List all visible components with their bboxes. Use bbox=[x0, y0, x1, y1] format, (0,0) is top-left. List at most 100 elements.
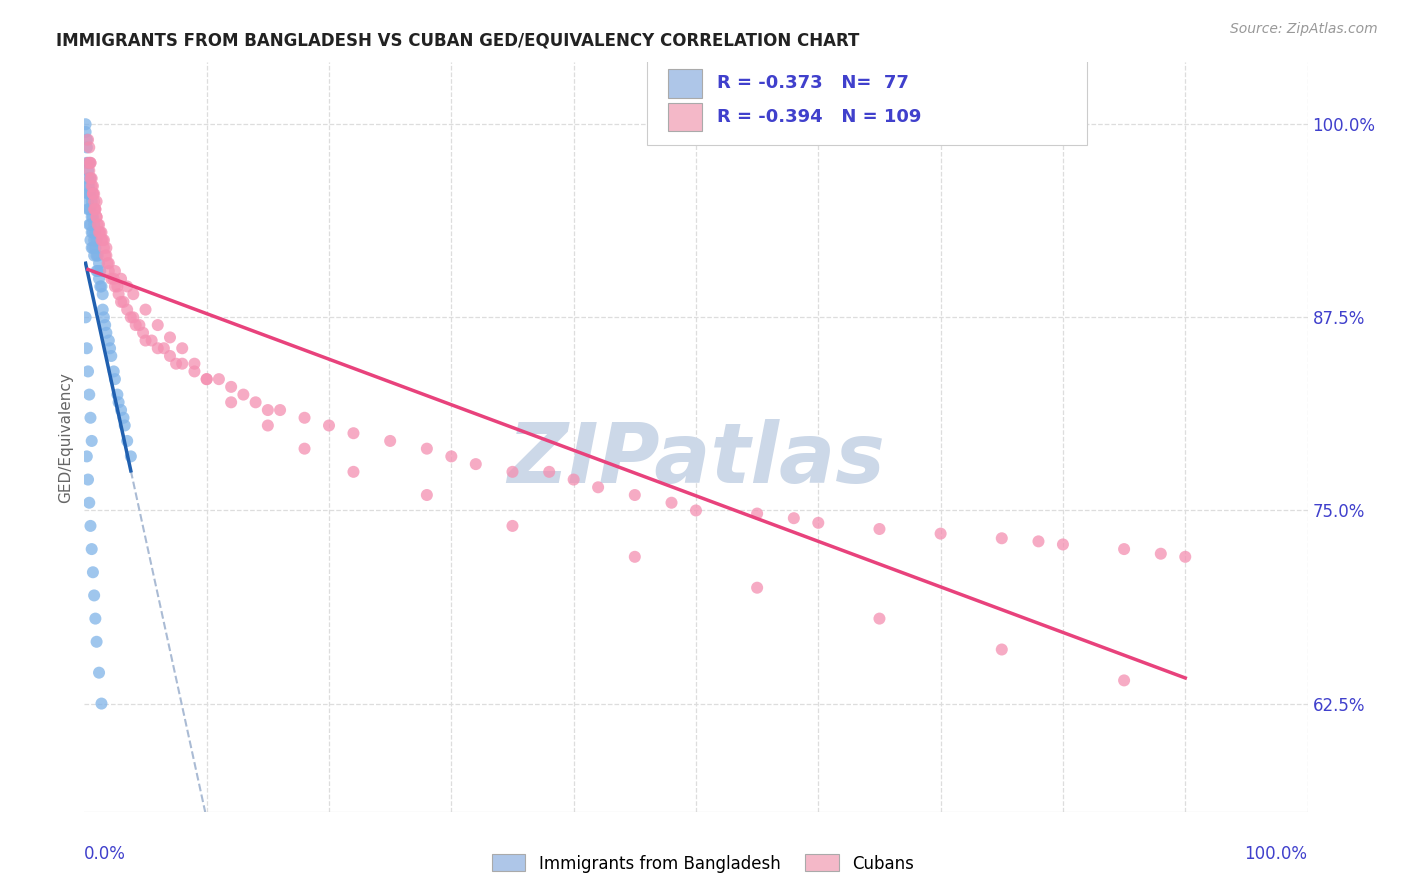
Point bbox=[294, 410, 316, 425]
Point bbox=[562, 473, 585, 487]
Point bbox=[79, 519, 101, 533]
Point bbox=[80, 171, 103, 186]
Point bbox=[84, 202, 107, 217]
Point bbox=[87, 271, 110, 285]
Point bbox=[87, 218, 110, 232]
Point bbox=[257, 403, 280, 417]
Text: R = -0.373   N=  77: R = -0.373 N= 77 bbox=[717, 74, 908, 93]
Point bbox=[122, 287, 145, 301]
Point bbox=[77, 163, 100, 178]
Point bbox=[219, 380, 242, 394]
Point bbox=[77, 496, 100, 510]
Point bbox=[77, 194, 100, 209]
Point bbox=[97, 256, 120, 270]
Legend: Immigrants from Bangladesh, Cubans: Immigrants from Bangladesh, Cubans bbox=[485, 847, 921, 880]
Point bbox=[294, 442, 316, 456]
Point bbox=[96, 326, 118, 340]
Point bbox=[86, 264, 108, 278]
Point bbox=[77, 179, 100, 194]
Point bbox=[83, 248, 105, 262]
Point bbox=[87, 226, 110, 240]
Point bbox=[90, 226, 112, 240]
Point bbox=[87, 218, 110, 232]
Point bbox=[120, 450, 142, 464]
Point bbox=[87, 665, 110, 680]
Point bbox=[83, 218, 105, 232]
Point bbox=[86, 210, 108, 224]
Point bbox=[91, 302, 114, 317]
Point bbox=[100, 271, 122, 285]
Point bbox=[75, 310, 97, 325]
Point bbox=[586, 480, 609, 494]
Point bbox=[76, 450, 98, 464]
Point bbox=[97, 334, 120, 348]
Point bbox=[96, 248, 118, 262]
Text: 100.0%: 100.0% bbox=[1244, 846, 1308, 863]
Point bbox=[94, 318, 117, 332]
Point bbox=[125, 318, 148, 332]
Point bbox=[107, 395, 129, 409]
Point bbox=[79, 171, 101, 186]
Point bbox=[77, 140, 100, 154]
Point bbox=[84, 241, 107, 255]
Point bbox=[104, 372, 127, 386]
Point bbox=[89, 226, 111, 240]
Point bbox=[991, 642, 1014, 657]
Point bbox=[86, 210, 108, 224]
Point bbox=[105, 279, 128, 293]
Point bbox=[96, 241, 118, 255]
Point bbox=[79, 218, 101, 232]
Point bbox=[195, 372, 218, 386]
Point bbox=[257, 418, 280, 433]
Point bbox=[77, 364, 100, 378]
Point bbox=[165, 357, 187, 371]
FancyBboxPatch shape bbox=[647, 59, 1087, 145]
Point bbox=[624, 549, 647, 564]
Point bbox=[318, 418, 340, 433]
Point bbox=[84, 226, 107, 240]
Point bbox=[80, 241, 103, 255]
Point bbox=[103, 364, 125, 378]
Point bbox=[159, 349, 181, 363]
Point bbox=[115, 279, 138, 293]
Point bbox=[120, 310, 142, 325]
Point bbox=[87, 248, 110, 262]
Point bbox=[464, 457, 486, 471]
Point bbox=[502, 465, 524, 479]
Point bbox=[110, 403, 132, 417]
Point bbox=[90, 233, 112, 247]
Point bbox=[82, 186, 104, 201]
Point bbox=[77, 179, 100, 194]
Point bbox=[79, 171, 101, 186]
Point bbox=[1114, 673, 1136, 688]
Point bbox=[624, 488, 647, 502]
Point bbox=[80, 179, 103, 194]
Point bbox=[86, 634, 108, 648]
Point bbox=[685, 503, 707, 517]
Text: IMMIGRANTS FROM BANGLADESH VS CUBAN GED/EQUIVALENCY CORRELATION CHART: IMMIGRANTS FROM BANGLADESH VS CUBAN GED/… bbox=[56, 31, 859, 49]
Point bbox=[84, 612, 107, 626]
Point bbox=[104, 279, 127, 293]
Point bbox=[79, 233, 101, 247]
Point bbox=[82, 566, 104, 580]
Point bbox=[107, 287, 129, 301]
Point bbox=[110, 294, 132, 309]
Point bbox=[93, 310, 115, 325]
Point bbox=[115, 302, 138, 317]
Point bbox=[76, 140, 98, 154]
Point bbox=[183, 364, 205, 378]
Point bbox=[79, 202, 101, 217]
Point bbox=[104, 264, 127, 278]
Point bbox=[141, 334, 163, 348]
Point bbox=[1150, 547, 1173, 561]
Text: ZIPatlas: ZIPatlas bbox=[508, 419, 884, 500]
Point bbox=[1174, 549, 1197, 564]
Bar bbox=[668, 103, 702, 131]
Point bbox=[112, 294, 135, 309]
Point bbox=[219, 395, 242, 409]
Point bbox=[83, 589, 105, 603]
Point bbox=[245, 395, 267, 409]
Point bbox=[79, 410, 101, 425]
Point bbox=[1052, 537, 1074, 551]
Point bbox=[440, 450, 463, 464]
